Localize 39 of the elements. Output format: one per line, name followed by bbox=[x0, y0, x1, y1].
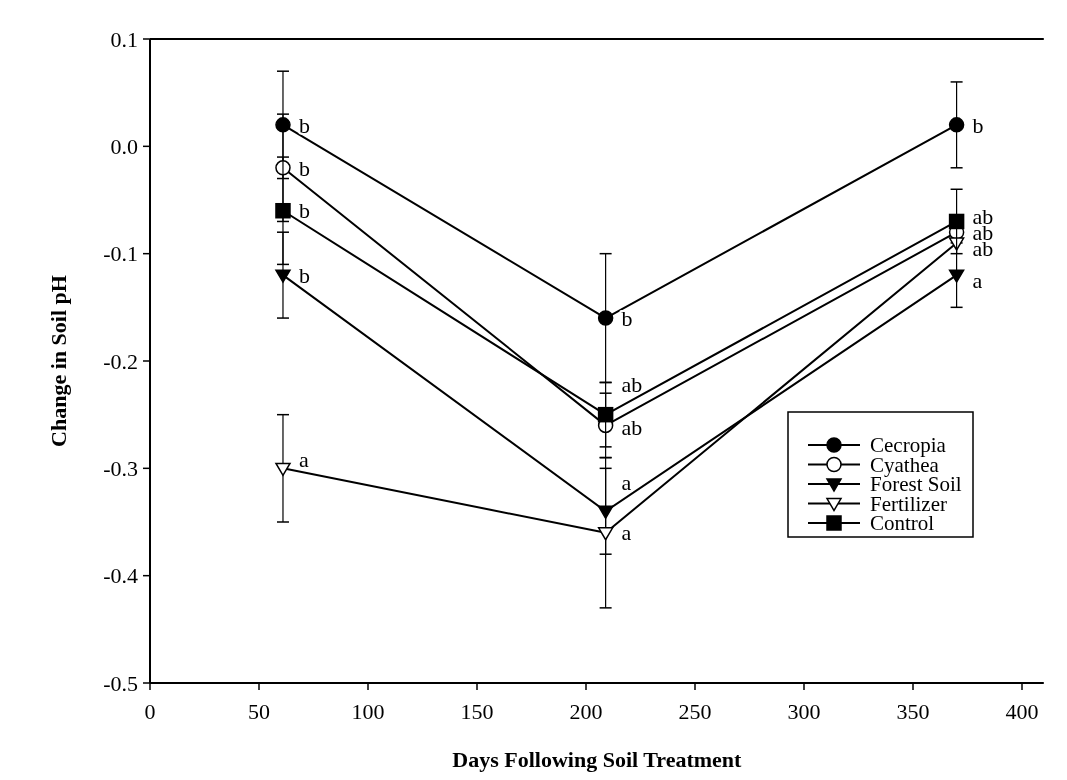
point bbox=[948, 117, 965, 133]
annotation: b bbox=[621, 305, 633, 331]
y-tick-label: -0.5 bbox=[103, 670, 138, 696]
annotation: a bbox=[298, 447, 309, 473]
point bbox=[948, 213, 965, 230]
point bbox=[597, 527, 614, 541]
annotation: ab bbox=[621, 415, 643, 441]
point bbox=[948, 269, 965, 283]
y-tick-label: -0.2 bbox=[103, 348, 138, 374]
y-tick-label: 0.1 bbox=[110, 26, 138, 52]
annotation: a bbox=[621, 520, 632, 546]
point bbox=[275, 269, 291, 283]
x-tick-label: 150 bbox=[460, 699, 494, 724]
point bbox=[275, 462, 291, 477]
x-tick-label: 250 bbox=[678, 699, 712, 724]
annotation: b bbox=[298, 262, 310, 288]
x-tick-label: 0 bbox=[144, 699, 156, 724]
x-tick-label: 100 bbox=[351, 699, 385, 724]
annotation: b bbox=[298, 112, 310, 138]
point bbox=[597, 310, 614, 326]
annotation: b bbox=[298, 198, 310, 224]
y-tick-label: 0.0 bbox=[110, 134, 138, 160]
x-tick-label: 350 bbox=[896, 699, 930, 724]
x-tick-label: 400 bbox=[1005, 699, 1039, 724]
x-tick-label: 300 bbox=[787, 699, 821, 724]
y-tick-label: -0.3 bbox=[103, 456, 138, 482]
x-axis-title: Days Following Soil Treatment bbox=[452, 747, 743, 772]
y-tick-label: -0.4 bbox=[103, 563, 138, 589]
y-axis-title: Change in Soil pH bbox=[46, 275, 71, 447]
annotation: a bbox=[972, 268, 983, 294]
x-tick-label: 200 bbox=[569, 699, 603, 724]
annotation: ab bbox=[621, 372, 643, 398]
point bbox=[275, 202, 291, 219]
point bbox=[597, 406, 614, 423]
annotation: a bbox=[621, 469, 632, 495]
y-tick-label: -0.1 bbox=[103, 241, 138, 267]
x-tick-label: 50 bbox=[248, 699, 270, 724]
annotation: b bbox=[298, 155, 310, 181]
annotation: b bbox=[972, 112, 984, 138]
